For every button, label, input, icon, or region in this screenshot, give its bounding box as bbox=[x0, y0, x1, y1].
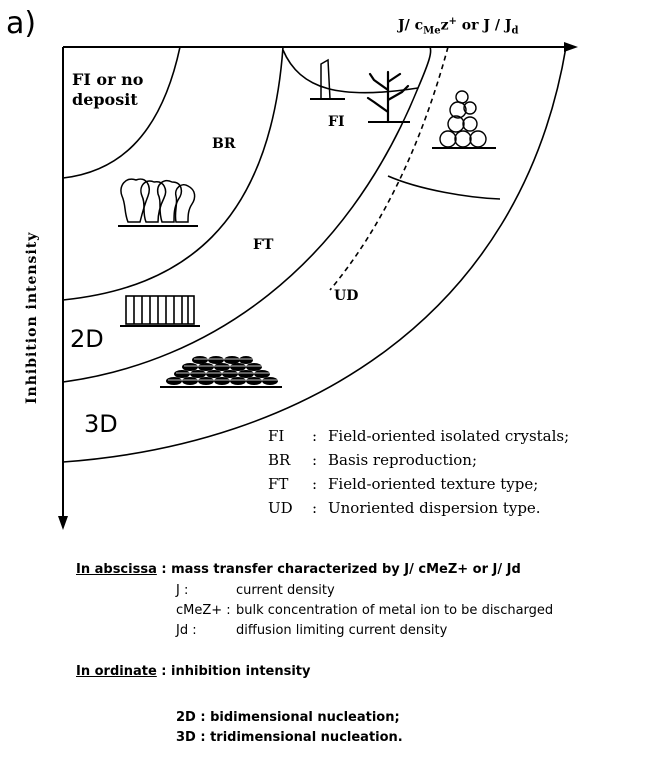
boundary-fi-br bbox=[62, 46, 181, 179]
boundary-ft-ud bbox=[62, 46, 432, 383]
y-axis-arrowhead bbox=[58, 516, 68, 530]
x-axis-arrowhead bbox=[564, 42, 578, 52]
legend-item: FI: Field-oriented isolated crystals; bbox=[268, 427, 570, 445]
br-columnar-grains-icon bbox=[118, 178, 198, 227]
nucleation-notes: 2D : bidimensional nucleation; 3D : trid… bbox=[176, 708, 403, 748]
y-axis-label: Inhibition intensity bbox=[24, 231, 40, 404]
boundary-fi-right bbox=[282, 49, 419, 94]
region-label-3d: 3D bbox=[84, 410, 118, 438]
boundary-dashed bbox=[329, 46, 449, 291]
nucleation-3d: 3D : tridimensional nucleation. bbox=[176, 730, 403, 745]
legend-item: FT: Field-oriented texture type; bbox=[268, 475, 539, 493]
definition-row: Jd : diffusion limiting current density bbox=[176, 623, 448, 638]
abscissa-description: mass transfer characterized by J/ cMeZ+ … bbox=[171, 562, 521, 577]
legend: FI: Field-oriented isolated crystals; BR:… bbox=[268, 424, 569, 520]
boundary-br-ft bbox=[62, 46, 284, 301]
region-label-fi-or-no-deposit: FI or no deposit bbox=[72, 70, 144, 109]
region-label-fi: FI bbox=[328, 114, 345, 130]
legend-item: BR: Basis reproduction; bbox=[268, 451, 478, 469]
fi-needle-crystal-icon bbox=[310, 58, 345, 100]
x-axis-label: J/ cMez+ or J / Jd bbox=[398, 16, 519, 37]
ordinate-label: In ordinate bbox=[76, 664, 157, 679]
panel-label: a) bbox=[6, 6, 37, 41]
ordinate-notes: In ordinate : inhibition intensity bbox=[76, 664, 311, 679]
abscissa-notes: In abscissa : mass transfer characterize… bbox=[76, 562, 553, 641]
region-label-2d: 2D bbox=[70, 325, 104, 353]
fi-dendrite-icon bbox=[366, 70, 410, 124]
region-label-br: BR bbox=[212, 136, 236, 152]
region-label-ft: FT bbox=[253, 237, 274, 253]
x-axis bbox=[63, 42, 578, 52]
boundary-fi-ud bbox=[387, 175, 501, 200]
nucleation-2d: 2D : bidimensional nucleation; bbox=[176, 710, 400, 725]
y-axis bbox=[58, 47, 68, 530]
boundary-outer bbox=[62, 46, 567, 463]
ud-stacked-grains-icon bbox=[432, 90, 496, 149]
definition-row: J : current density bbox=[176, 583, 335, 598]
ud-nodular-pile-icon bbox=[160, 356, 282, 388]
region-label-ud: UD bbox=[334, 288, 359, 304]
legend-item: UD: Unoriented dispersion type. bbox=[268, 499, 541, 517]
abscissa-label: In abscissa bbox=[76, 562, 157, 577]
definition-row: cMeZ+ : bulk concentration of metal ion t… bbox=[176, 603, 554, 618]
ordinate-description: inhibition intensity bbox=[171, 664, 311, 679]
ft-fibrous-texture-icon bbox=[120, 295, 200, 327]
